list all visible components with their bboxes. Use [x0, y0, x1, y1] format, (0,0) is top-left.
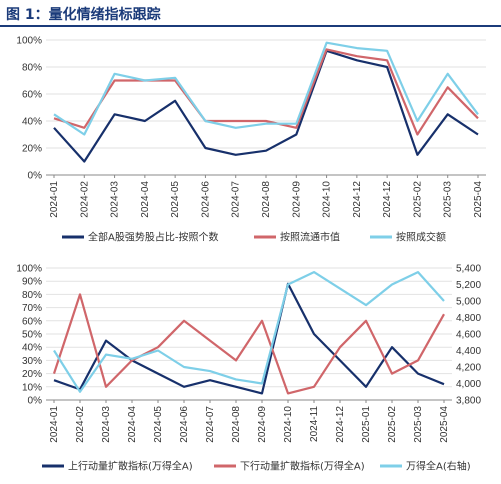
y-tick-label: 50% [22, 330, 42, 341]
x-tick-label: 2024-04 [127, 406, 138, 443]
chart-2: 0% 10% 20% 30% 40% 50% 60% 70% 80% 90% 100% 3,800 4… [16, 264, 481, 473]
x-tick-label: 2024-06 [179, 406, 190, 443]
x-tick-label: 2025-04 [439, 406, 450, 443]
chart-2-y2-ticks: 3,800 4,000 4,200 4,400 4,600 4,800 5,000 5,200… [456, 264, 481, 407]
x-tick-label: 2024-10 [283, 406, 294, 443]
x-tick-label: 2024-09 [257, 406, 268, 443]
x-tick-label: 2024-02 [79, 181, 90, 218]
x-tick-label: 2024-02 [75, 406, 86, 443]
y-tick-label: 10% [22, 382, 42, 393]
chart-1-series [53, 41, 479, 163]
x-tick-label: 2025-03 [413, 406, 424, 443]
chart-2-y-ticks: 0% 10% 20% 30% 40% 50% 60% 70% 80% 90% 100% [16, 264, 42, 407]
chart-1: 0% 20% 40% 60% 80% 100% 2024-01 2024-02 2024-03… [16, 36, 486, 244]
legend-label: 按照流通市值 [280, 231, 340, 244]
series-line-2 [53, 48, 479, 136]
y2-tick-label: 4,400 [456, 346, 481, 357]
y-tick-label: 0% [28, 171, 43, 182]
y2-tick-label: 4,600 [456, 330, 481, 341]
y-tick-label: 100% [16, 264, 42, 275]
legend-label: 万得全A(右轴) [406, 460, 471, 473]
x-tick-label: 2024-06 [200, 181, 211, 218]
chart-1-y-ticks: 0% 20% 40% 60% 80% 100% [16, 36, 42, 182]
y2-tick-label: 3,800 [456, 396, 481, 407]
series-line-3 [53, 271, 445, 393]
y-tick-label: 20% [22, 369, 42, 380]
series-line-3 [53, 41, 479, 136]
x-tick-label: 2024-03 [110, 181, 121, 218]
legend-label: 按照成交额 [396, 231, 446, 244]
chart-2-series [52, 271, 445, 395]
chart-2-grid [46, 267, 452, 401]
legend-label: 下行动量扩散指标(万得全A) [240, 460, 365, 473]
chart-2-x-ticks: 2024-01 2024-02 2024-03 2024-04 2024-05 2024-… [49, 400, 450, 443]
y-tick-label: 20% [22, 144, 42, 155]
x-tick-label: 2024-10 [322, 181, 333, 218]
y-tick-label: 40% [22, 343, 42, 354]
y-tick-label: 80% [22, 63, 42, 74]
series-line-2 [52, 293, 445, 395]
y2-tick-label: 4,000 [456, 379, 481, 390]
x-tick-label: 2024-07 [231, 181, 242, 218]
y2-tick-label: 4,200 [456, 363, 481, 374]
figure-title: 图 1：量化情绪指标跟踪 [6, 7, 161, 23]
chart-1-x-ticks: 2024-01 2024-02 2024-03 2024-04 2024-05 2024-… [49, 175, 484, 218]
title-rule [0, 25, 501, 27]
x-tick-label: 2024-05 [170, 181, 181, 218]
x-tick-label: 2024-08 [231, 406, 242, 443]
x-tick-label: 2024-09 [291, 181, 302, 218]
x-tick-label: 2025-04 [473, 181, 484, 218]
legend-label: 上行动量扩散指标(万得全A) [68, 460, 193, 473]
y-tick-label: 70% [22, 303, 42, 314]
y-tick-label: 40% [22, 117, 42, 128]
x-tick-label: 2024-08 [261, 181, 272, 218]
title-bar: 图 1：量化情绪指标跟踪 [0, 0, 501, 27]
y2-tick-label: 5,000 [456, 297, 481, 308]
chart-2-legend: 上行动量扩散指标(万得全A) 下行动量扩散指标(万得全A) 万得全A(右轴) [42, 460, 471, 473]
y-tick-label: 80% [22, 290, 42, 301]
x-tick-label: 2024-01 [49, 181, 60, 218]
x-tick-label: 2025-03 [443, 181, 454, 218]
series-line-1 [53, 282, 445, 395]
x-tick-label: 2024-12 [352, 181, 363, 218]
x-tick-label: 2024-11 [309, 406, 320, 442]
y-tick-label: 100% [16, 36, 42, 47]
chart-1-legend: 全部A股强势股占比-按照个数 按照流通市值 按照成交额 [62, 231, 446, 244]
x-tick-label: 2024-03 [101, 406, 112, 443]
legend-label: 全部A股强势股占比-按照个数 [88, 231, 218, 244]
y-tick-label: 60% [22, 316, 42, 327]
x-tick-label: 2024-07 [205, 406, 216, 443]
x-tick-label: 2025-02 [387, 406, 398, 443]
x-tick-label: 2024-12 [382, 181, 393, 218]
y-tick-label: 0% [28, 396, 43, 407]
y-tick-label: 60% [22, 90, 42, 101]
y2-tick-label: 4,800 [456, 313, 481, 324]
x-tick-label: 2025-01 [361, 406, 372, 443]
y-tick-label: 90% [22, 277, 42, 288]
series-line-1 [53, 49, 479, 163]
x-tick-label: 2024-05 [153, 406, 164, 443]
x-tick-label: 2024-01 [49, 406, 60, 443]
y-tick-label: 30% [22, 356, 42, 367]
x-tick-label: 2024-04 [140, 181, 151, 218]
x-tick-label: 2025-02 [412, 181, 423, 218]
y2-tick-label: 5,400 [456, 264, 481, 275]
chart-1-grid [46, 39, 486, 176]
y2-tick-label: 5,200 [456, 280, 481, 291]
x-tick-label: 2024-12 [335, 406, 346, 443]
